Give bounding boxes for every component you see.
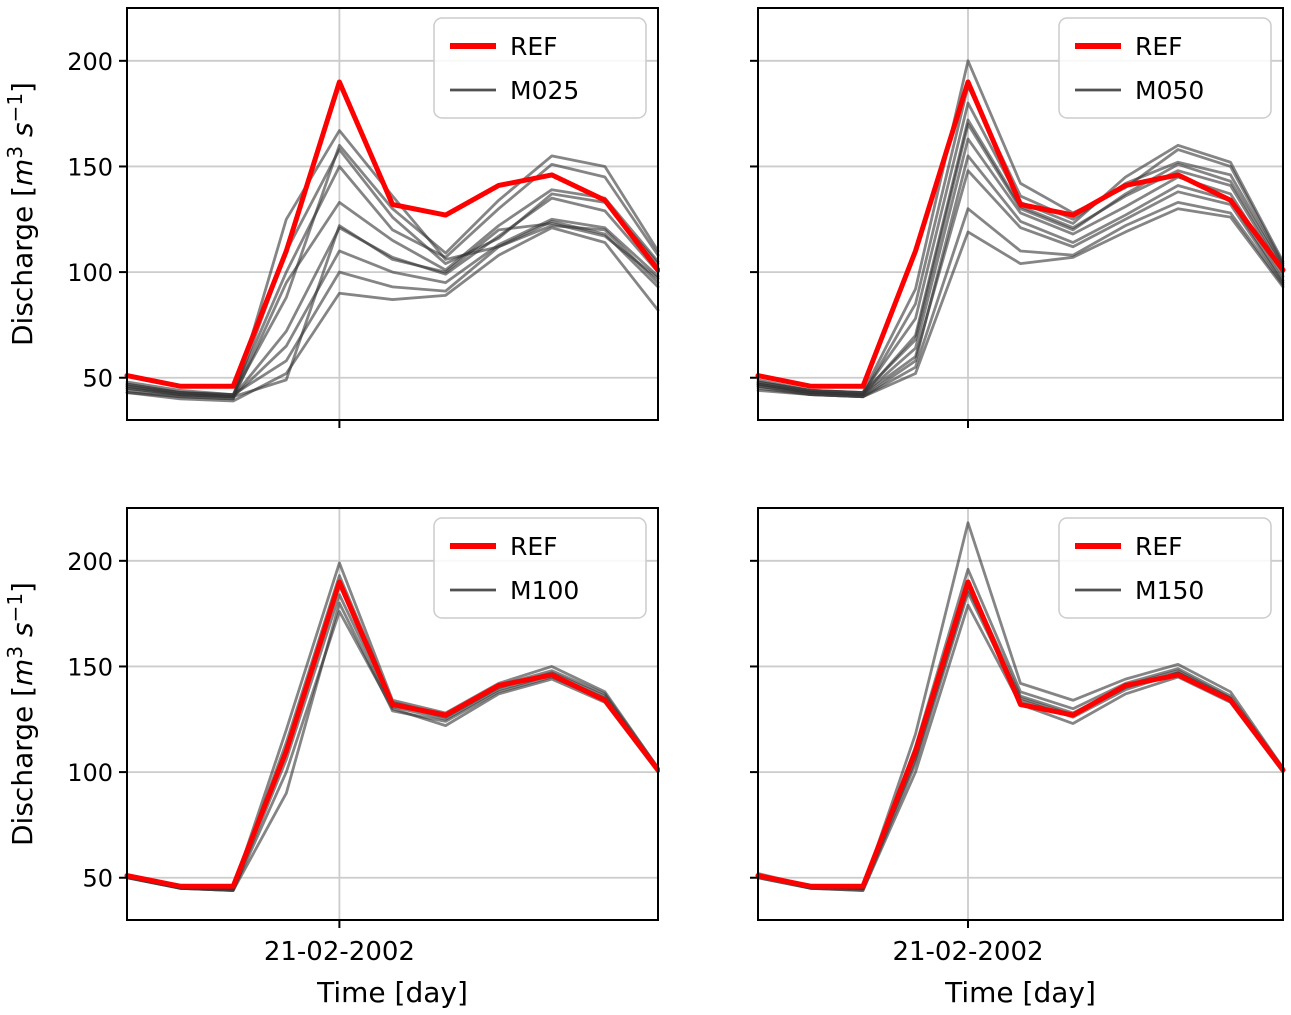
ref-line — [755, 579, 1286, 889]
legend-label-M100: M100 — [510, 576, 579, 605]
ensemble-line-M025 — [125, 222, 660, 399]
ensemble-line-M150 — [756, 591, 1285, 892]
ensemble-line-M025 — [125, 188, 660, 401]
ensemble-line-M050 — [756, 84, 1285, 397]
y-axis-label: Discharge [m3 s−1] — [3, 82, 39, 346]
legend-label-REF: REF — [1135, 32, 1183, 61]
ensemble-line-M025 — [125, 217, 660, 399]
ensemble-line-M100 — [125, 593, 660, 892]
ensemble-line-M025 — [125, 224, 660, 397]
ref-line — [124, 79, 660, 389]
chart-panel-bottom-right-m150: 21-02-2002 Time [day] REF M150 — [750, 507, 1286, 1009]
y-tick-label: 100 — [67, 759, 113, 787]
axes-frame — [126, 507, 659, 921]
chart-panel-top-left-m025: 50 100 150 200 Discharge [m3 s−1] REF M025 — [3, 7, 660, 428]
ensemble-line-M050 — [756, 118, 1285, 397]
y-axis-label: Discharge [m3 s−1] — [3, 582, 39, 846]
legend-label-M025: M025 — [510, 76, 579, 105]
ensemble-line-M025 — [125, 143, 660, 397]
x-tick-label: 21-02-2002 — [892, 937, 1043, 967]
axes-frame — [757, 507, 1284, 921]
legend-label-M150: M150 — [1135, 576, 1204, 605]
x-axis-label: Time [day] — [944, 976, 1096, 1009]
ensemble-line-M100 — [125, 582, 660, 890]
ensemble-line-M150 — [756, 586, 1285, 890]
ensemble-line-M050 — [756, 200, 1285, 399]
ensemble-line-M100 — [125, 574, 660, 890]
y-tick-label: 50 — [82, 865, 113, 893]
y-tick-label: 150 — [67, 653, 113, 681]
legend-label-REF: REF — [510, 32, 558, 61]
ensemble-line-M050 — [756, 169, 1285, 397]
ensemble-line-M100 — [125, 610, 660, 892]
x-axis-label: Time [day] — [316, 976, 468, 1009]
axes-frame — [757, 7, 1284, 421]
y-tick-label: 200 — [67, 48, 113, 76]
legend-label-REF: REF — [1135, 532, 1183, 561]
x-tick-label: 21-02-2002 — [264, 937, 415, 967]
ensemble-line-M050 — [756, 207, 1285, 399]
ensemble-line-M150 — [756, 580, 1285, 890]
ensemble-line-M150 — [756, 603, 1285, 892]
ensemble-line-M050 — [756, 101, 1285, 394]
ensemble-line-M100 — [125, 601, 660, 892]
axes-frame — [126, 7, 659, 421]
y-tick-label: 150 — [67, 153, 113, 181]
ensemble-line-M025 — [125, 226, 660, 403]
ref-line — [124, 579, 660, 889]
legend-label-REF: REF — [510, 532, 558, 561]
ensemble-line-M050 — [756, 154, 1285, 399]
y-tick-label: 100 — [67, 259, 113, 287]
chart-panel-bottom-left-m100: 50 100 150 200 21-02-2002 Time [day] Discharge… — [3, 507, 660, 1009]
chart-panel-top-right-m050: REF M050 — [750, 7, 1286, 428]
ensemble-line-M050 — [756, 122, 1285, 394]
y-tick-label: 50 — [82, 365, 113, 393]
ref-line — [755, 79, 1286, 389]
y-tick-label: 200 — [67, 548, 113, 576]
legend-label-M050: M050 — [1135, 76, 1204, 105]
